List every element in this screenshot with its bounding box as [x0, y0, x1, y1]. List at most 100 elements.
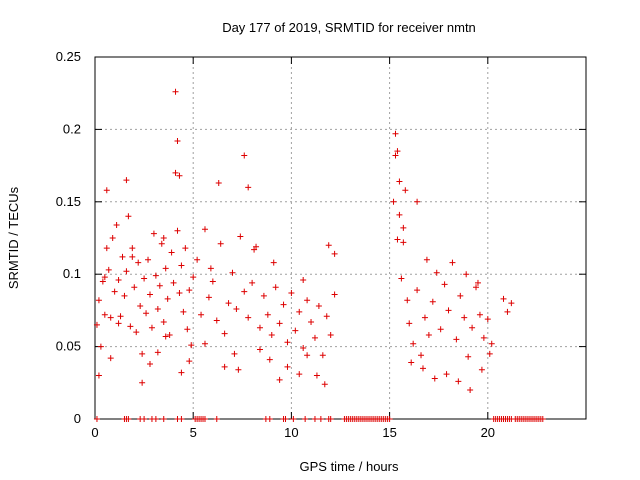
data-point: [235, 366, 242, 373]
data-point: [178, 369, 185, 376]
data-point: [135, 259, 142, 266]
data-point: [109, 235, 116, 241]
data-point: [213, 416, 220, 422]
data-point: [160, 318, 167, 325]
data-point: [539, 416, 546, 422]
data-point: [148, 324, 155, 331]
data-point: [162, 333, 169, 340]
data-point: [474, 279, 481, 286]
data-point: [327, 332, 334, 339]
data-point: [115, 276, 122, 283]
data-point: [400, 239, 407, 246]
data-point: [508, 300, 515, 307]
data-point: [158, 240, 165, 247]
data-point: [260, 292, 267, 299]
data-point: [205, 294, 212, 301]
data-point: [103, 245, 110, 252]
data-point: [164, 295, 171, 302]
data-point: [394, 148, 401, 155]
data-point: [217, 240, 224, 247]
data-point: [308, 318, 315, 325]
data-point: [402, 187, 409, 194]
data-point: [221, 363, 228, 370]
data-point: [133, 329, 140, 336]
grid-lines: [95, 57, 586, 419]
data-point: [398, 275, 405, 282]
data-point: [313, 372, 320, 379]
data-point: [156, 282, 163, 289]
data-point: [115, 320, 122, 327]
data-point: [233, 305, 240, 312]
data-point: [418, 352, 425, 359]
data-point: [317, 416, 324, 422]
data-point: [141, 275, 148, 282]
data-point: [174, 227, 181, 234]
data-point: [207, 265, 214, 272]
data-point: [237, 233, 244, 240]
data-point: [95, 372, 102, 379]
data-point: [288, 290, 295, 297]
data-point: [408, 359, 415, 366]
data-point: [304, 352, 311, 359]
data-point: [284, 363, 291, 370]
x-axis-label: GPS time / hours: [300, 459, 399, 474]
data-point: [406, 320, 413, 327]
data-point: [296, 308, 303, 315]
data-point: [425, 332, 432, 339]
data-point: [117, 313, 124, 320]
data-point: [455, 378, 462, 385]
data-point: [392, 130, 399, 137]
y-tick-label: 0.15: [56, 194, 81, 209]
data-point: [266, 356, 273, 363]
data-point: [266, 416, 273, 422]
data-point: [95, 297, 102, 304]
data-point: [139, 379, 146, 386]
y-axis-label: SRMTID / TECUs: [6, 186, 21, 289]
data-point: [143, 310, 150, 317]
data-point: [97, 343, 104, 350]
data-point: [484, 316, 491, 323]
data-point: [251, 246, 258, 253]
data-point: [473, 284, 480, 291]
data-point: [152, 416, 159, 422]
data-point: [290, 416, 297, 422]
y-tick-label: 0.25: [56, 49, 81, 64]
data-point: [221, 330, 228, 337]
data-point: [443, 371, 450, 378]
data-point: [300, 276, 307, 283]
data-point: [170, 279, 177, 286]
data-point: [276, 320, 283, 327]
data-point: [162, 265, 169, 272]
data-point: [282, 416, 289, 422]
data-point: [404, 297, 411, 304]
data-point: [245, 184, 252, 191]
data-point: [213, 317, 220, 324]
axis-ticks: 0 5 10 15 20 0 0.05 0.1 0.15 0.2 0.25: [56, 49, 586, 440]
data-point: [486, 350, 493, 357]
data-point: [480, 334, 487, 341]
data-point: [467, 387, 474, 394]
data-point: [176, 290, 183, 297]
data-point: [396, 178, 403, 185]
data-point: [141, 416, 148, 422]
x-tick-label: 20: [481, 425, 495, 440]
data-point: [229, 269, 236, 276]
data-point: [93, 416, 100, 422]
data-point: [201, 340, 208, 347]
data-point: [198, 311, 205, 318]
data-point: [150, 230, 157, 237]
data-point: [146, 291, 153, 298]
data-point: [284, 339, 291, 346]
data-point: [300, 345, 307, 352]
data-point: [99, 278, 106, 285]
data-point: [154, 305, 161, 312]
data-point: [93, 321, 100, 328]
data-point: [225, 300, 232, 307]
data-point: [327, 416, 334, 422]
data-point: [433, 269, 440, 276]
data-point: [129, 245, 136, 252]
data-point: [201, 416, 208, 422]
data-point: [280, 301, 287, 308]
data-point: [127, 323, 134, 330]
